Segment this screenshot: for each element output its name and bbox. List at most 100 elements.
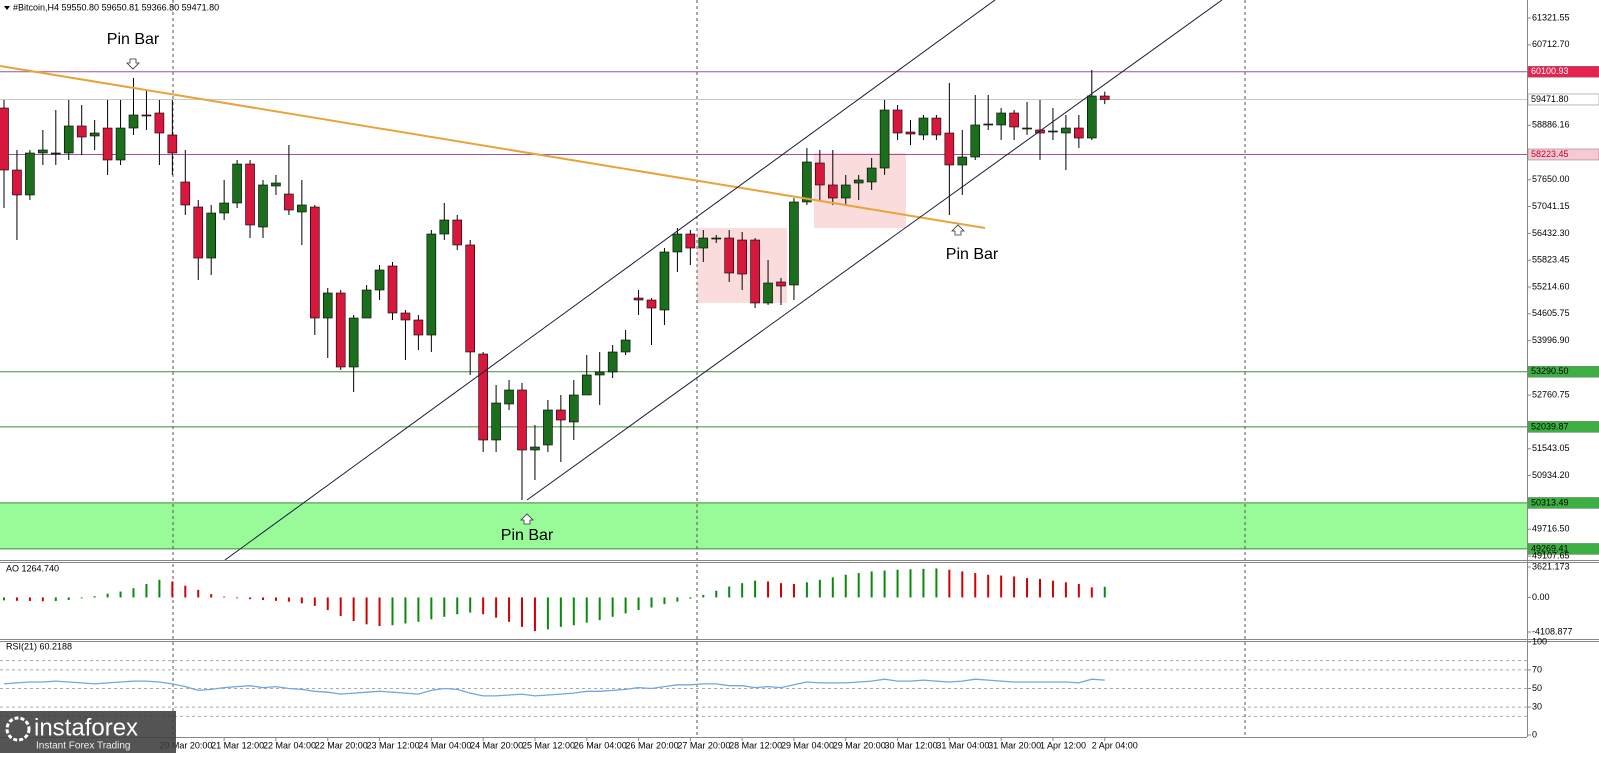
ao-bar bbox=[702, 594, 705, 598]
y-tick-label: 55214.60 bbox=[1532, 281, 1570, 291]
candle-body bbox=[167, 134, 178, 154]
candle-body bbox=[1099, 95, 1110, 100]
ao-bar bbox=[935, 568, 938, 598]
ao-bar bbox=[663, 597, 666, 605]
ao-bar bbox=[741, 583, 744, 598]
y-tick-label: 50934.20 bbox=[1532, 470, 1570, 480]
ao-bar bbox=[1051, 580, 1054, 598]
ao-bar bbox=[922, 568, 925, 598]
ao-bar bbox=[676, 597, 679, 602]
x-tick-label: 29 Mar 20:00 bbox=[833, 740, 886, 750]
candle-body bbox=[724, 237, 735, 274]
candle-body bbox=[387, 265, 398, 314]
rsi-title: RSI(21) 60.2188 bbox=[6, 641, 72, 651]
candle-body bbox=[0, 107, 9, 171]
candle-body bbox=[128, 114, 139, 129]
price-label-bg bbox=[1527, 148, 1599, 161]
candle-body bbox=[335, 292, 346, 368]
y-tick-label: 52760.75 bbox=[1532, 389, 1570, 399]
annotation: Pin Bar bbox=[501, 527, 554, 544]
ao-bar bbox=[495, 597, 498, 618]
candle-body bbox=[1087, 95, 1097, 139]
ao-bar bbox=[28, 597, 31, 601]
ao-bar bbox=[300, 597, 303, 604]
trend-line bbox=[0, 65, 986, 229]
candle-body bbox=[413, 319, 424, 336]
levels-layer bbox=[0, 71, 1527, 717]
candle-body bbox=[918, 117, 929, 136]
candle-body bbox=[763, 282, 773, 304]
x-tick-label: 1 Apr 12:00 bbox=[1040, 740, 1086, 750]
candle-body bbox=[853, 179, 864, 184]
candle-body bbox=[374, 269, 385, 291]
candle-body bbox=[439, 219, 450, 235]
price-label: 50313.49 bbox=[1531, 497, 1569, 507]
candle-body bbox=[543, 409, 553, 446]
candles-layer bbox=[0, 70, 1110, 697]
ao-bar bbox=[378, 597, 381, 627]
ao-bar bbox=[767, 581, 770, 598]
main-title: #Bitcoin,H4 59550.80 59650.81 59366.80 5… bbox=[13, 2, 219, 12]
ao-bar bbox=[313, 597, 316, 606]
candle-body bbox=[737, 239, 747, 275]
ao-bar bbox=[145, 583, 148, 598]
y-tick-label: 57041.15 bbox=[1532, 201, 1570, 211]
support-zone bbox=[0, 502, 1527, 549]
ao-bar bbox=[818, 579, 821, 598]
ao-bar bbox=[572, 597, 575, 626]
ao-bar bbox=[287, 597, 290, 602]
candle-body bbox=[1074, 127, 1084, 139]
candle-body bbox=[840, 184, 851, 199]
price-label: 49269.41 bbox=[1531, 543, 1569, 553]
candle-body bbox=[957, 156, 968, 166]
ao-bar bbox=[236, 597, 239, 599]
x-tick-label: 31 Mar 04:00 bbox=[936, 740, 989, 750]
x-tick-label: 20 Mar 20:00 bbox=[159, 740, 212, 750]
top-layer: 50313.49 49269.41 60100.93 59471.80 58223.45… bbox=[107, 12, 1599, 750]
ao-bar bbox=[715, 590, 718, 598]
ao-bar bbox=[391, 597, 394, 626]
candle-body bbox=[322, 292, 333, 319]
candle-body bbox=[1009, 112, 1019, 128]
candle-body bbox=[944, 132, 955, 166]
candle-body bbox=[12, 169, 22, 196]
candle-body bbox=[426, 233, 437, 336]
ao-bar bbox=[469, 597, 472, 613]
candle-body bbox=[931, 117, 942, 136]
y-tick-label: 30 bbox=[1532, 701, 1542, 711]
candle-body bbox=[271, 182, 281, 187]
candle-body bbox=[258, 184, 268, 228]
candle-body bbox=[102, 127, 113, 161]
candle-body bbox=[232, 163, 242, 204]
ao-bar bbox=[831, 577, 834, 598]
annotation: Pin Bar bbox=[107, 31, 160, 48]
x-tick-label: 27 Mar 20:00 bbox=[677, 740, 730, 750]
price-label: 59471.80 bbox=[1531, 94, 1569, 104]
annotation: Pin Bar bbox=[946, 246, 999, 263]
arrow-up bbox=[520, 513, 534, 525]
candle-body bbox=[568, 394, 579, 423]
candle-body bbox=[530, 446, 540, 451]
y-tick-label: 57650.00 bbox=[1532, 174, 1570, 184]
ao-bar bbox=[624, 597, 627, 614]
ao-bar bbox=[521, 597, 523, 627]
candle-body bbox=[25, 152, 35, 196]
separators bbox=[172, 0, 1246, 737]
candle-body bbox=[89, 132, 100, 137]
logo: instaforex Instant Forex Trading bbox=[0, 711, 176, 753]
candle-body bbox=[361, 289, 372, 319]
candle-body bbox=[815, 162, 825, 186]
candle-body bbox=[504, 389, 514, 405]
y-tick-label: 51543.05 bbox=[1532, 443, 1570, 453]
candle-body bbox=[1022, 127, 1032, 130]
candle-body bbox=[63, 125, 74, 154]
candle-body bbox=[620, 339, 631, 353]
price-label-bg bbox=[1527, 543, 1599, 555]
candle-body bbox=[452, 219, 463, 246]
price-label: 60100.93 bbox=[1531, 66, 1569, 76]
ao-bar bbox=[974, 573, 977, 598]
arrow-down bbox=[126, 58, 140, 70]
ao-bar bbox=[585, 597, 588, 623]
candle-body bbox=[517, 389, 527, 451]
